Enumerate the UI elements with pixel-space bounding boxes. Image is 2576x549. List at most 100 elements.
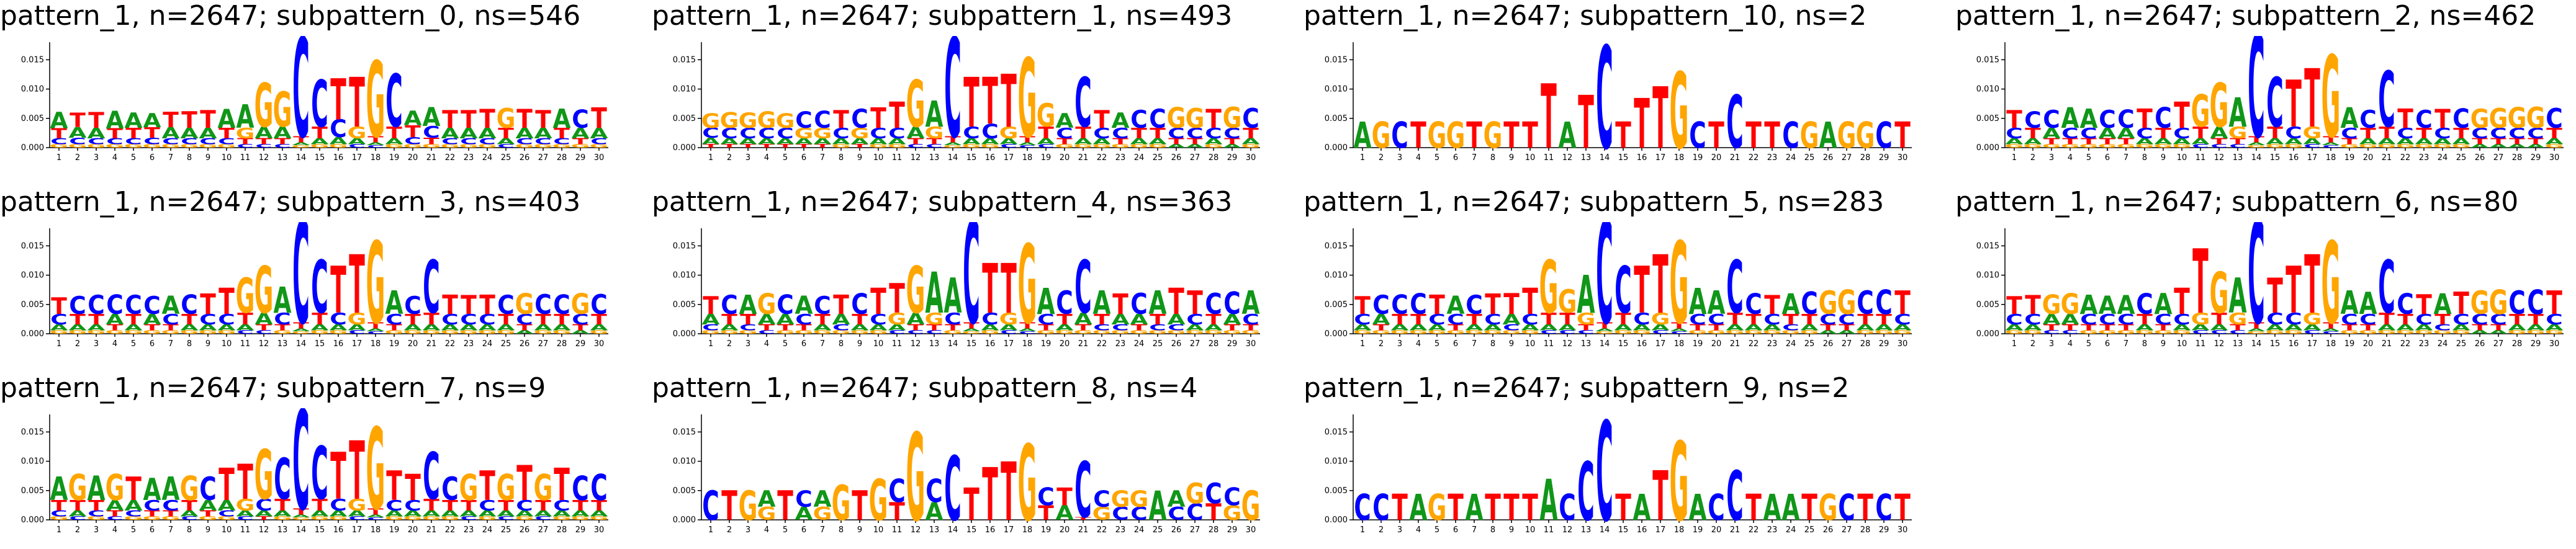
x-tick-label: 10 — [873, 153, 884, 163]
logo-letter: G — [888, 310, 907, 329]
logo-letter: C — [1391, 290, 1408, 321]
x-tick-label: 28 — [557, 525, 567, 535]
logo-letter: A — [1763, 323, 1781, 332]
x-tick-label: 18 — [1022, 153, 1033, 163]
x-tick-label: 27 — [538, 153, 549, 163]
logo-letter: T — [907, 323, 924, 332]
logo-letter: G — [720, 107, 739, 133]
logo-letter: T — [2472, 323, 2488, 332]
logo-letter: A — [552, 509, 570, 518]
x-tick-label: 4 — [112, 525, 117, 535]
logo-letter: G — [422, 329, 441, 335]
x-tick-label: 14 — [1600, 153, 1610, 163]
logo-letter: C — [274, 448, 291, 513]
logo-letter: C — [2322, 145, 2340, 148]
logo-letter: C — [925, 473, 943, 511]
logo-letter: G — [2508, 329, 2527, 335]
logo-letter: T — [2230, 136, 2246, 146]
logo-letter: T — [2081, 136, 2097, 146]
x-tick-label: 8 — [187, 153, 192, 163]
logo-letter: A — [441, 509, 459, 518]
logo-letter: C — [143, 292, 161, 319]
logo-letter: T — [1410, 311, 1426, 328]
logo-letter: C — [2378, 57, 2395, 145]
logo-letter: G — [2024, 329, 2043, 335]
logo-letter: G — [2098, 329, 2117, 335]
logo-letter: A — [2284, 136, 2302, 146]
logo-letter: T — [721, 483, 737, 530]
logo-letter: T — [2546, 284, 2562, 322]
logo-letter: G — [1241, 329, 1261, 335]
logo-letter: G — [366, 222, 385, 349]
y-tick-label: 0.005 — [673, 114, 696, 123]
x-tick-label: 24 — [1134, 525, 1145, 535]
logo-letter: G — [385, 143, 404, 149]
logo-letter: G — [981, 329, 1000, 335]
logo-letter: C — [311, 68, 328, 143]
logo-letter: A — [813, 323, 831, 332]
logo-letter: C — [1782, 323, 1799, 332]
logo-letter: C — [2415, 105, 2433, 133]
x-tick-label: 12 — [911, 153, 921, 163]
logo-letter: A — [2117, 290, 2135, 320]
logo-letter: G — [850, 329, 870, 335]
logo-letter: T — [1727, 310, 1743, 329]
logo-letter: G — [273, 329, 292, 335]
logo-letter: G — [2322, 222, 2341, 349]
x-tick-label: 11 — [240, 339, 251, 349]
logo-letter: T — [1652, 71, 1669, 168]
logo-letter: C — [2452, 104, 2470, 135]
logo-letter: C — [1019, 145, 1036, 148]
logo-letter: G — [1037, 97, 1056, 135]
logo-letter: C — [236, 516, 254, 521]
logo-letter: A — [906, 310, 924, 329]
x-tick-label: 1 — [708, 153, 713, 163]
x-tick-label: 27 — [2493, 153, 2504, 163]
logo-letter: A — [1223, 143, 1241, 149]
logo-letter: C — [1670, 331, 1688, 334]
logo-letter: G — [124, 143, 143, 149]
logo-letter: T — [163, 109, 179, 133]
logo-letter: A — [999, 323, 1017, 332]
x-tick-label: 8 — [1490, 339, 1495, 349]
logo-letter: T — [777, 483, 793, 530]
logo-letter: A — [2191, 136, 2209, 146]
logo-letter: A — [571, 509, 589, 518]
logo-letter: A — [1893, 323, 1911, 332]
logo-letter: A — [329, 509, 347, 518]
logo-letter: T — [293, 135, 309, 145]
logo-letter: G — [68, 466, 88, 509]
logo-letter: A — [1651, 323, 1669, 332]
x-tick-label: 28 — [1860, 525, 1871, 535]
logo-letter: A — [1223, 311, 1241, 328]
logo-letter: T — [703, 143, 719, 149]
logo-letter: C — [2210, 143, 2228, 149]
logo-letter: C — [2117, 105, 2135, 134]
logo-letter: G — [2266, 329, 2285, 335]
logo-letter: A — [1502, 311, 1520, 328]
logo-letter: T — [423, 496, 439, 515]
logo-letter: G — [832, 329, 851, 335]
logo-letter: G — [143, 143, 162, 149]
logo-letter: T — [479, 463, 495, 510]
logo-letter: A — [1726, 323, 1744, 332]
logo-letter: T — [312, 496, 328, 515]
logo-letter: G — [1707, 329, 1726, 335]
logo-letter: T — [1652, 239, 1669, 332]
logo-letter: C — [572, 105, 589, 134]
x-tick-label: 26 — [1823, 153, 1834, 163]
y-tick-label: 0.005 — [673, 486, 696, 496]
logo-letter: C — [2080, 125, 2097, 142]
logo-letter: C — [2192, 143, 2209, 149]
x-tick-label: 12 — [2214, 339, 2225, 349]
sequence-logo: 0.0000.0050.0100.0151TACG2TACG3TACG4TACG… — [673, 36, 1261, 169]
logo-letter: A — [2079, 104, 2097, 135]
logo-letter: T — [423, 136, 439, 146]
logo-letter: G — [1092, 329, 1112, 335]
logo-letter: A — [981, 136, 999, 146]
x-tick-label: 4 — [764, 525, 769, 535]
logo-letter: G — [2470, 284, 2490, 322]
x-tick-label: 9 — [205, 339, 210, 349]
x-tick-label: 16 — [1637, 525, 1647, 535]
logo-letter: G — [106, 466, 125, 509]
